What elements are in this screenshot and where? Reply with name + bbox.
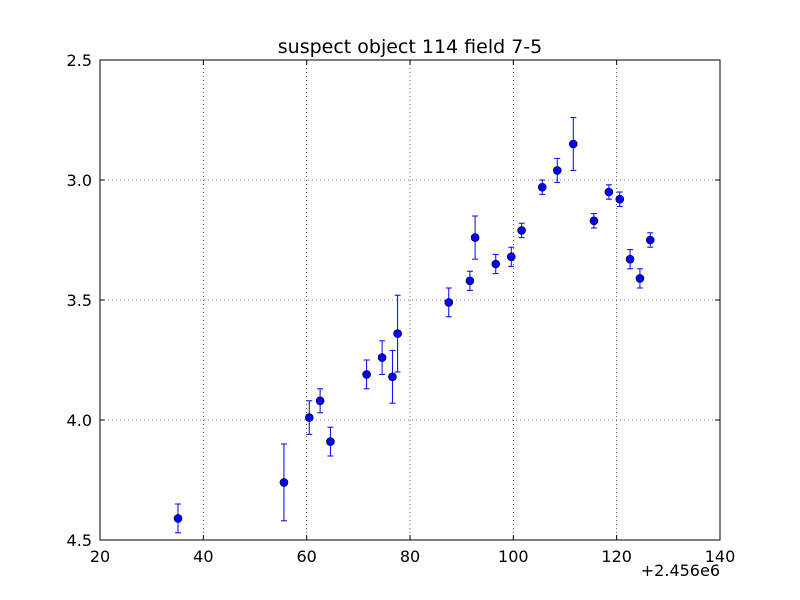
data-point xyxy=(552,166,562,175)
y-tick-label: 4.0 xyxy=(67,411,92,430)
data-point xyxy=(304,413,314,422)
y-tick-labels: 2.5 3.0 3.5 4.0 4.5 xyxy=(67,51,92,550)
x-tick-labels: 20 40 60 80 100 120 140 xyxy=(90,547,735,566)
data-point xyxy=(315,396,325,406)
data-point xyxy=(635,274,645,283)
grid-lines xyxy=(100,60,720,540)
chart-title: suspect object 114 field 7-5 xyxy=(278,36,543,58)
x-tick-label: 60 xyxy=(296,547,316,566)
data-point xyxy=(326,437,335,446)
y-tick-label: 3.0 xyxy=(67,171,92,190)
y-tick-label: 2.5 xyxy=(67,51,92,70)
y-tick-label: 4.5 xyxy=(67,531,92,550)
data-point xyxy=(645,235,655,245)
axis-ticks xyxy=(99,59,721,541)
x-tick-label: 40 xyxy=(193,547,213,566)
data-point xyxy=(615,194,625,204)
x-axis-offset-label: +2.456e6 xyxy=(641,561,720,580)
x-tick-label: 140 xyxy=(705,547,736,566)
data-point xyxy=(625,254,635,264)
data-point xyxy=(506,252,516,262)
data-point xyxy=(393,329,402,338)
data-point xyxy=(568,139,578,149)
data-point xyxy=(279,478,289,487)
data-point xyxy=(537,182,547,192)
x-tick-label: 120 xyxy=(601,547,632,566)
data-points xyxy=(173,139,655,523)
data-point xyxy=(589,216,599,226)
data-point xyxy=(465,276,475,286)
data-point xyxy=(444,298,454,307)
data-point xyxy=(517,226,526,235)
data-point xyxy=(388,372,397,382)
x-tick-label: 20 xyxy=(90,547,110,566)
y-tick-label: 3.5 xyxy=(67,291,92,310)
data-point xyxy=(362,370,371,379)
data-point xyxy=(604,187,614,197)
data-point xyxy=(173,514,183,523)
x-tick-label: 100 xyxy=(498,547,529,566)
x-tick-label: 80 xyxy=(400,547,420,566)
data-point xyxy=(470,233,480,242)
data-point xyxy=(491,259,501,269)
data-point xyxy=(377,353,387,362)
